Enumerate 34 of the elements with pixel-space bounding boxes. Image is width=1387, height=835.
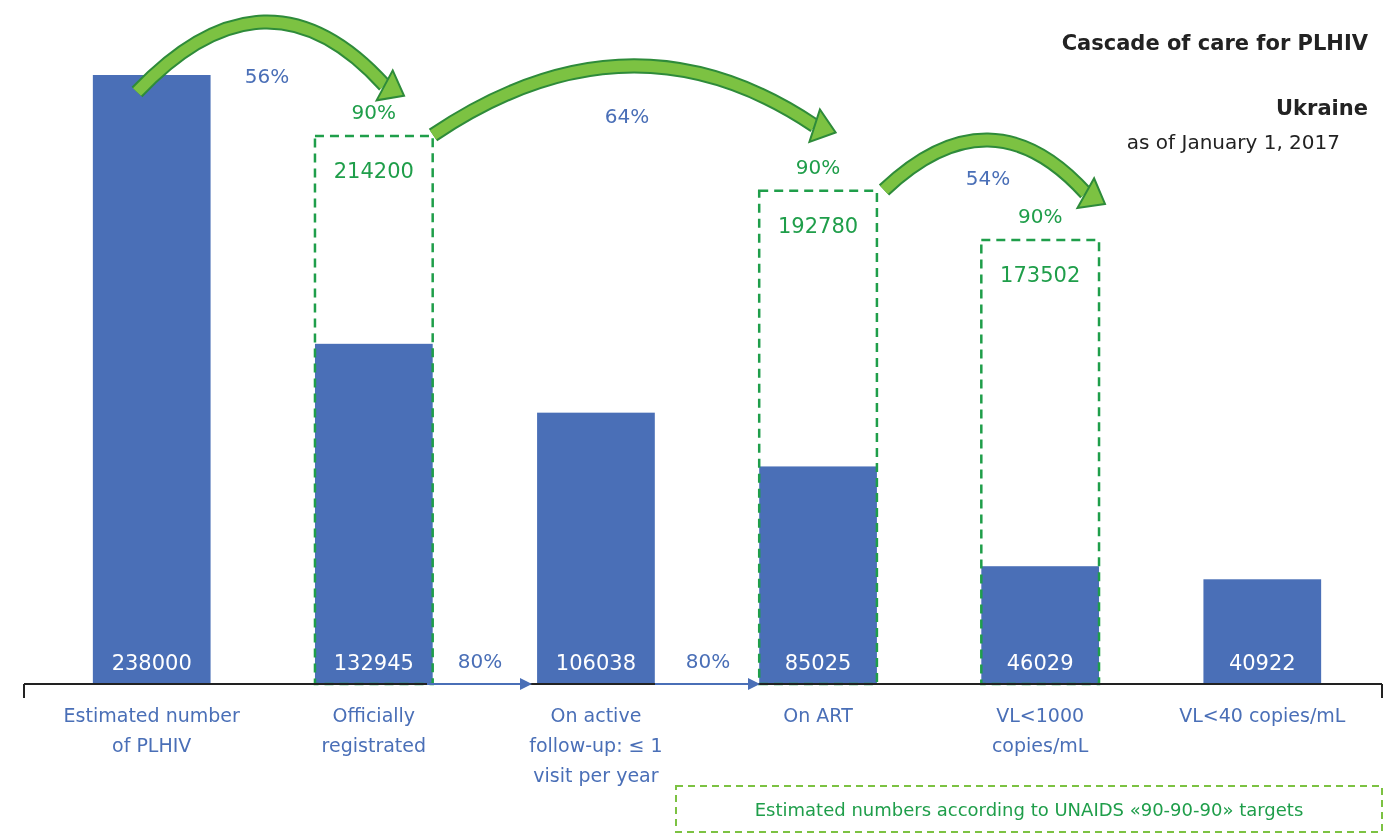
annotation: 90% (1017, 204, 1063, 229)
bar (314, 343, 433, 684)
x-tick-label: VL<40 copies/mL (1179, 704, 1346, 726)
data-label: 214200 (333, 158, 414, 183)
bar (759, 466, 877, 684)
annotation: 54% (965, 166, 1011, 190)
x-tick-label: Officially registrated (321, 704, 427, 756)
bar (980, 238, 1101, 686)
bar (313, 134, 434, 686)
bar (537, 412, 655, 684)
data-label: 132945 (333, 651, 414, 675)
text: Ukraine (1276, 96, 1368, 120)
data-label: 106038 (555, 651, 637, 675)
data-label: 40922 (1228, 651, 1296, 675)
annotation: 80% (457, 649, 503, 673)
annotation: 64% (604, 104, 650, 128)
bar (1203, 579, 1322, 684)
data-label: 192780 (777, 213, 859, 238)
x-tick-label: Estimated number of PLHIV (63, 704, 240, 756)
x-tick-label: On active follow-up: ≤ 1 visit per year (529, 704, 663, 786)
annotation: 80% (685, 649, 731, 673)
x-tick-label: On ART (783, 704, 854, 726)
annotation: 56% (244, 64, 290, 88)
annotation: as of January 1, 2017 (1126, 130, 1340, 154)
data-label: 238000 (111, 651, 192, 675)
chart-title: Cascade of care for PLHIV (1061, 31, 1369, 55)
data-label: 85025 (784, 651, 852, 675)
annotation: 90% (795, 154, 841, 179)
annotation: 90% (351, 99, 397, 124)
data-label: 173502 (1000, 263, 1081, 288)
text: Estimated numbers according to UNAIDS «90-90-90» targets (754, 799, 1304, 820)
bar (981, 566, 1100, 684)
x-tick-label: VL<1000 copies/mL (991, 704, 1089, 756)
data-label: 46029 (1006, 651, 1074, 675)
